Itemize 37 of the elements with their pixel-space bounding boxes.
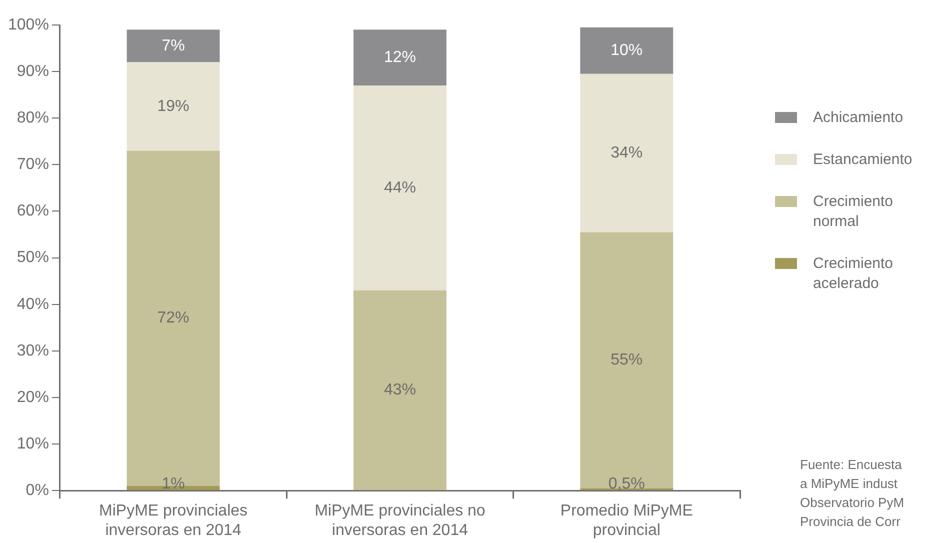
legend-label: Crecimiento acelerado	[813, 254, 894, 294]
legend-label: Crecimiento normal	[813, 192, 894, 232]
x-tick-label: MiPyME provinciales inversoras en 2014	[99, 502, 248, 539]
y-tick-label: 70%	[16, 156, 49, 174]
bar	[126, 30, 220, 62]
y-tick-label: 30%	[16, 342, 49, 360]
y-tick-label: 90%	[16, 62, 49, 80]
y-tick-label: 60%	[16, 202, 49, 220]
x-tick-label: MiPyME provinciales no inversoras en 2014	[314, 502, 486, 539]
bar	[353, 30, 446, 86]
data-label: 12%	[384, 49, 416, 66]
bar	[353, 290, 446, 490]
bar	[353, 86, 446, 290]
x-tick-label: Promedio MiPyME provincial	[560, 502, 693, 539]
y-tick-label: 40%	[16, 296, 49, 313]
data-label: 55%	[610, 352, 643, 369]
y-tick-label: 100%	[8, 16, 49, 34]
legend-label: Achicamiento	[813, 108, 904, 128]
y-tick-label: 50%	[16, 249, 49, 266]
data-label: 44%	[384, 179, 416, 196]
bar	[126, 62, 220, 151]
data-label: 10%	[610, 42, 643, 60]
data-label: 43%	[384, 382, 416, 399]
source-note: Fuente: Encuesta a MiPyME indust Observatorio PyM Provincia de Corr	[800, 456, 904, 531]
data-label: 72%	[157, 310, 190, 327]
data-label: 7%	[162, 37, 185, 54]
y-tick-label: 0%	[26, 482, 49, 500]
y-tick-label: 20%	[16, 388, 49, 406]
y-tick-label: 80%	[16, 110, 49, 127]
legend-label: Estancamiento	[813, 150, 912, 170]
data-label: 0,5%	[608, 476, 645, 493]
bar	[580, 232, 674, 488]
bar	[580, 74, 674, 232]
y-tick-label: 10%	[16, 435, 49, 452]
data-label: 19%	[157, 98, 190, 115]
data-label: 34%	[610, 144, 643, 162]
bar	[580, 27, 674, 74]
